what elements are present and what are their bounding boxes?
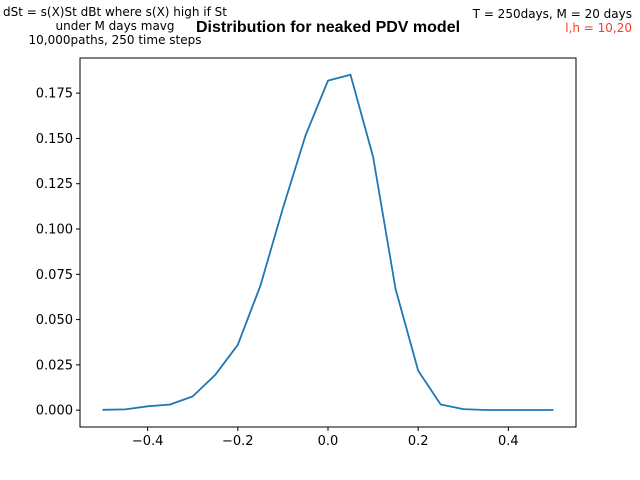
parameter-note-levels: l,h = 10,20 <box>565 21 632 35</box>
x-tick-label: −0.2 <box>222 434 254 449</box>
model-description-line-2: under M days mavg <box>55 19 175 33</box>
y-tick-label: 0.075 <box>36 268 73 283</box>
model-description-line-1: dSt = s(X)St dBt where s(X) high if St <box>3 5 227 19</box>
y-tick-label: 0.125 <box>36 177 73 192</box>
y-tick-label: 0.025 <box>36 358 73 373</box>
model-description-line-3: 10,000paths, 250 time steps <box>28 33 202 47</box>
y-axis: 0.000 0.025 0.050 0.075 0.100 0.125 0.150 0.175 <box>36 87 80 419</box>
parameter-note-horizon: T = 250days, M = 20 days <box>472 7 632 21</box>
plot-series <box>102 73 554 411</box>
y-tick-label: 0.150 <box>36 132 73 147</box>
distribution-line <box>102 73 554 411</box>
y-tick-label: 0.175 <box>36 87 73 102</box>
x-axis: −0.4 −0.2 0.0 0.2 0.4 <box>132 427 519 449</box>
chart-title: Distribution for neaked PDV model <box>196 19 461 36</box>
plot-frame <box>79 57 577 428</box>
model-description: dSt = s(X)St dBt where s(X) high if St u… <box>0 5 230 47</box>
x-tick-label: 0.4 <box>498 434 519 449</box>
x-tick-label: −0.4 <box>132 434 164 449</box>
y-tick-label: 0.100 <box>36 223 73 238</box>
y-tick-label: 0.050 <box>36 313 73 328</box>
x-tick-label: 0.0 <box>318 434 339 449</box>
y-tick-label: 0.000 <box>36 404 73 419</box>
parameter-notes: T = 250days, M = 20 days l,h = 10,20 <box>473 7 632 35</box>
x-tick-label: 0.2 <box>408 434 429 449</box>
